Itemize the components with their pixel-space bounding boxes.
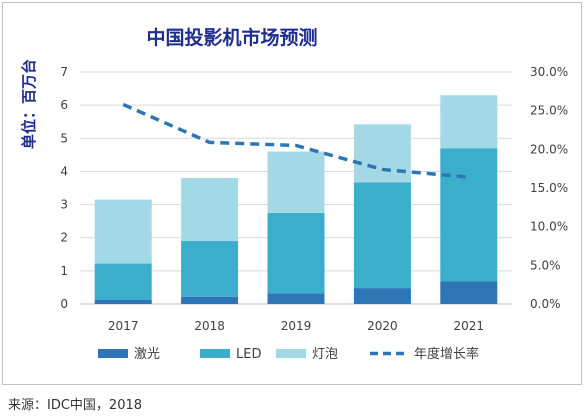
legend-label: 灯泡 xyxy=(312,347,338,362)
legend-swatch xyxy=(98,349,128,358)
y-tick-label: 5 xyxy=(60,131,68,145)
growth-line-path xyxy=(122,102,469,179)
bar-segment xyxy=(181,241,239,297)
y-tick-label: 2 xyxy=(60,231,68,245)
bar-segment xyxy=(267,293,325,304)
y2-tick-label: 20.0% xyxy=(530,142,568,156)
legend-swatch xyxy=(276,349,306,358)
growth-line xyxy=(122,102,469,179)
y2-tick-label: 5.0% xyxy=(530,258,561,272)
y-tick-label: 3 xyxy=(60,198,68,212)
x-tick-label: 2018 xyxy=(194,319,225,333)
y2-tick-label: 0.0% xyxy=(530,297,561,311)
legend: 激光 LED 灯泡 年度增长率 xyxy=(98,346,479,362)
legend-label: 年度增长率 xyxy=(414,346,479,362)
y-tick-label: 6 xyxy=(60,98,68,112)
bar-segment xyxy=(94,300,152,304)
bar-segment xyxy=(353,288,411,304)
y-tick-label: 0 xyxy=(60,297,68,311)
bar-segment xyxy=(440,95,498,149)
source-note: 来源：IDC中国，2018 xyxy=(8,398,143,413)
x-tick-label: 2020 xyxy=(367,319,398,333)
legend-label: 激光 xyxy=(134,347,160,362)
y2-tick-label: 25.0% xyxy=(530,104,568,118)
x-tick-label: 2019 xyxy=(281,319,312,333)
legend-swatch xyxy=(200,349,230,358)
bar-segment xyxy=(181,296,239,304)
bar-segment xyxy=(440,281,498,304)
bar-segment xyxy=(440,148,498,282)
bars xyxy=(94,95,498,304)
bar-segment xyxy=(267,151,325,213)
bar-segment xyxy=(181,178,239,242)
x-tick-label: 2017 xyxy=(108,319,139,333)
y-tick-label: 1 xyxy=(60,264,68,278)
y2-tick-label: 15.0% xyxy=(530,181,568,195)
bar-segment xyxy=(94,263,152,301)
bar-segment xyxy=(353,124,411,183)
y-axis-title: 单位：百万台 xyxy=(20,59,38,149)
x-axis-ticks: 2017 2018 2019 2020 2021 xyxy=(108,319,484,333)
chart-title: 中国投影机市场预测 xyxy=(146,26,317,49)
x-tick-label: 2021 xyxy=(454,319,485,333)
bar-segment xyxy=(267,212,325,294)
y-axis-ticks: 0 1 2 3 4 5 6 7 xyxy=(60,65,68,311)
y-tick-label: 7 xyxy=(60,65,68,79)
bar-segment xyxy=(353,182,411,289)
y2-tick-label: 30.0% xyxy=(530,65,568,79)
y2-axis-ticks: 0.0% 5.0% 10.0% 15.0% 20.0% 25.0% 30.0% xyxy=(530,65,568,311)
legend-label: LED xyxy=(236,347,261,362)
bar-segment xyxy=(94,199,152,264)
y2-tick-label: 10.0% xyxy=(530,220,568,234)
y-tick-label: 4 xyxy=(60,164,68,178)
